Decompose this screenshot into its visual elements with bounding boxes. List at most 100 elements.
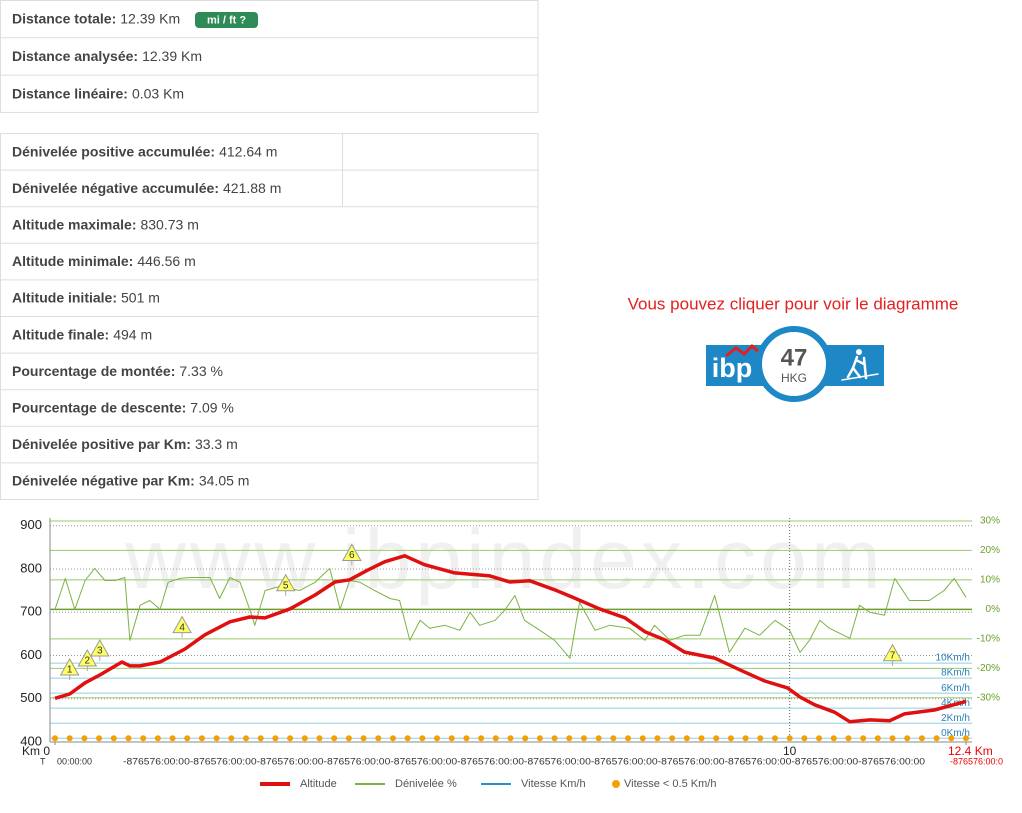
diagram-prompt[interactable]: Vous pouvez cliquer pour voir le diagram… (628, 294, 959, 313)
stop-point (595, 735, 602, 742)
stat-value: 34.05 m (199, 472, 250, 488)
time-repeat: -876576:00:00-876576:00:00-876576:00:00-… (123, 756, 925, 766)
series-line (54, 554, 967, 724)
time-axis-label: T (40, 756, 46, 766)
stop-point (801, 735, 808, 742)
legend-label[interactable]: Altitude (300, 778, 337, 790)
stop-point (52, 735, 58, 742)
hiker-icon (841, 349, 879, 381)
stat-value: 12.39 Km (120, 10, 180, 26)
stat-value: 830.73 m (140, 216, 198, 232)
stat-label: Distance totale: (12, 10, 116, 26)
stop-point (757, 735, 764, 742)
stat-value: 7.09 % (190, 399, 234, 415)
y-tick-label: 600 (20, 647, 42, 662)
stat-label: Pourcentage de montée: (12, 363, 175, 379)
y2-tick-label: -10% (977, 633, 1000, 644)
stop-point (639, 735, 646, 742)
stat-row: Distance totale: 12.39 Km (12, 10, 180, 26)
legend-label[interactable]: Vitesse Km/h (521, 778, 586, 790)
stop-point (698, 735, 705, 742)
stop-point (742, 735, 749, 742)
x-tick-label: 10 (783, 744, 797, 758)
stat-row: Altitude maximale: 830.73 m (12, 216, 199, 232)
y2-tick-label: -30% (977, 692, 1000, 703)
stop-point (816, 735, 823, 742)
stop-point (933, 735, 940, 742)
stat-row: Distance analysée: 12.39 Km (12, 48, 202, 64)
stat-row: Pourcentage de descente: 7.09 % (12, 399, 234, 415)
stop-point (889, 735, 896, 742)
stat-label: Altitude finale: (12, 326, 109, 342)
stop-point (727, 735, 734, 742)
waypoint-label: 1 (67, 665, 73, 676)
stop-point (301, 735, 308, 742)
waypoint-label: 2 (85, 656, 91, 667)
y2-tick-label: -20% (977, 663, 1000, 674)
stop-point (81, 735, 88, 742)
badge-score: 47 (781, 344, 808, 371)
stop-point (771, 735, 778, 742)
waypoint (172, 615, 192, 634)
stop-point (125, 735, 132, 742)
y2-tick-label: 30% (980, 516, 1000, 527)
speed-tick-label: 10Km/h (936, 653, 970, 664)
stop-point (228, 735, 235, 742)
stop-point (375, 735, 382, 742)
badge-logo: ibp (712, 353, 753, 383)
y-tick-label: 900 (20, 517, 42, 532)
stop-point (404, 735, 411, 742)
stop-point (713, 735, 720, 742)
unit-button-label[interactable]: mi / ft ? (207, 14, 246, 26)
stat-value: 421.88 m (223, 180, 281, 196)
stop-point (845, 735, 852, 742)
stat-value: 501 m (121, 289, 160, 305)
stop-point (345, 735, 352, 742)
stop-point (198, 735, 205, 742)
watermark: www.ibpindex.com (124, 512, 885, 606)
stat-label: Altitude initiale: (12, 289, 117, 305)
stop-point (110, 735, 117, 742)
speed-tick-label: 6Km/h (941, 683, 970, 694)
waypoint (275, 573, 296, 592)
legend-swatch (612, 780, 620, 788)
waypoint (77, 648, 98, 667)
stop-point (463, 735, 470, 742)
series-line (54, 567, 967, 659)
stop-point (492, 735, 499, 742)
stop-point (830, 735, 837, 742)
y2-tick-label: 0% (986, 604, 1001, 615)
stat-value: 412.64 m (219, 143, 277, 159)
y-tick-label: 800 (20, 560, 42, 575)
waypoint-label: 5 (283, 580, 289, 591)
y-tick-label: 700 (20, 604, 42, 619)
legend-label[interactable]: Vitesse < 0.5 Km/h (624, 778, 716, 790)
stop-point (243, 735, 250, 742)
stop-point (184, 735, 191, 742)
badge-code: HKG (781, 371, 807, 385)
legend-label[interactable]: Dénivelée % (395, 778, 457, 790)
stop-point (96, 735, 103, 742)
stat-value: 0.03 Km (132, 85, 184, 101)
unit-button[interactable]: mi / ft ? (195, 12, 258, 28)
stop-point (287, 735, 294, 742)
speed-tick-label: 8Km/h (941, 668, 970, 679)
stop-point (683, 735, 690, 742)
y2-tick-label: 10% (980, 575, 1000, 586)
stat-row: Dénivelée positive accumulée: 412.64 m (12, 143, 277, 159)
stat-value: 446.56 m (137, 253, 195, 269)
stop-point (874, 735, 881, 742)
stat-label: Distance analysée: (12, 48, 138, 64)
waypoint-label: 3 (97, 646, 103, 657)
stat-row: Altitude initiale: 501 m (12, 289, 160, 305)
stat-row: Pourcentage de montée: 7.33 % (12, 363, 223, 379)
stat-value: 7.33 % (179, 363, 223, 379)
stop-point (448, 735, 455, 742)
stop-point (507, 735, 514, 742)
stop-point (904, 735, 911, 742)
badge[interactable]: ibp 47 HKG (706, 326, 884, 402)
stop-point (522, 735, 529, 742)
waypoint (59, 658, 80, 676)
stat-label: Dénivelée positive accumulée: (12, 143, 215, 159)
